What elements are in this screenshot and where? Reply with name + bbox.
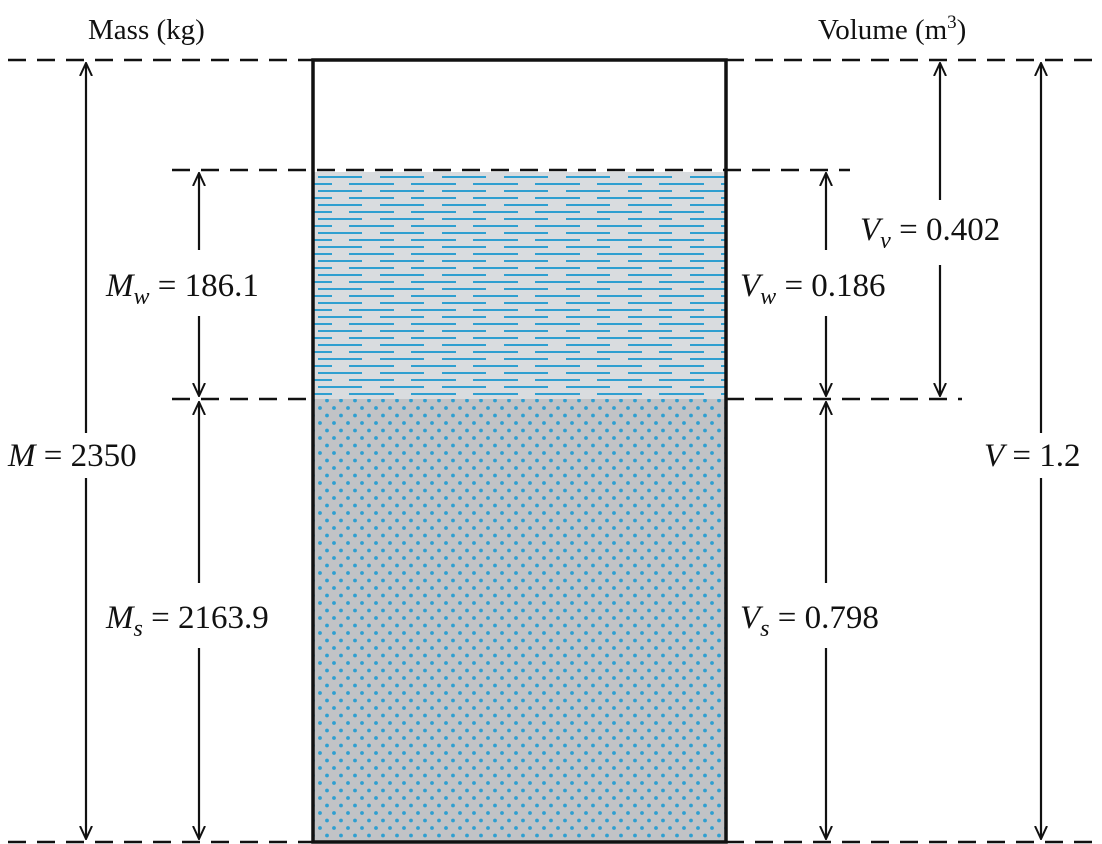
label-water-volume-symbol: V bbox=[740, 268, 764, 304]
label-water-mass-sub: w bbox=[134, 284, 150, 310]
label-total-mass: M = 2350 bbox=[7, 438, 137, 474]
label-total-volume-symbol: V bbox=[984, 438, 1008, 474]
volume-header-text: Volume (m bbox=[818, 14, 948, 46]
label-water-volume-value: = 0.186 bbox=[776, 268, 885, 304]
label-void-volume-symbol: V bbox=[860, 212, 884, 248]
volume-header-close: ) bbox=[957, 14, 967, 46]
label-water-mass: Mw = 186.1 bbox=[105, 268, 259, 310]
label-solid-volume-sub: s bbox=[760, 616, 769, 642]
label-solid-mass-sub: s bbox=[134, 616, 143, 642]
label-solid-mass-value: = 2163.9 bbox=[143, 600, 269, 636]
label-solid-mass-symbol: M bbox=[105, 600, 135, 636]
label-solid-volume-value: = 0.798 bbox=[770, 600, 879, 636]
mass-header: Mass (kg) bbox=[88, 14, 205, 46]
label-total-volume: V = 1.2 bbox=[984, 438, 1081, 474]
label-water-volume-sub: w bbox=[760, 284, 776, 310]
solid-phase bbox=[314, 399, 725, 841]
label-solid-mass: Ms = 2163.9 bbox=[105, 600, 269, 642]
label-total-volume-value: = 1.2 bbox=[1004, 438, 1080, 474]
label-void-volume-sub: v bbox=[880, 228, 891, 254]
label-water-mass-value: = 186.1 bbox=[150, 268, 259, 304]
label-solid-volume-symbol: V bbox=[740, 600, 764, 636]
volume-header: Volume (m3) bbox=[818, 12, 966, 46]
label-total-mass-value: = 2350 bbox=[36, 438, 137, 474]
label-water-mass-symbol: M bbox=[105, 268, 135, 304]
volume-header-exponent: 3 bbox=[947, 12, 957, 33]
label-total-mass-symbol: M bbox=[7, 438, 37, 474]
label-void-volume: Vv = 0.402 bbox=[860, 212, 1000, 254]
label-water-volume: Vw = 0.186 bbox=[740, 268, 886, 310]
label-void-volume-value: = 0.402 bbox=[891, 212, 1000, 248]
label-solid-volume: Vs = 0.798 bbox=[740, 600, 879, 642]
water-phase bbox=[314, 172, 725, 399]
container-box bbox=[311, 58, 728, 844]
